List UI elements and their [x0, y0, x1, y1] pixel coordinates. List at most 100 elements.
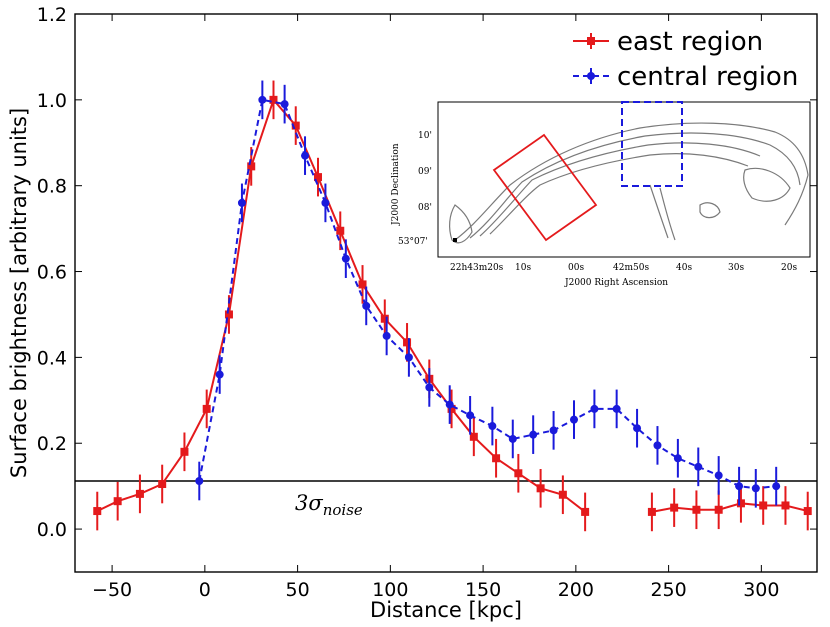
data-point — [714, 471, 723, 480]
inset-xtick-1: 10s — [515, 263, 531, 273]
data-point — [469, 432, 478, 441]
data-point — [673, 454, 682, 463]
series-central — [195, 80, 781, 508]
x-tick-label: −50 — [92, 579, 132, 601]
data-point — [93, 507, 102, 516]
data-point — [466, 411, 475, 420]
x-tick-label: 100 — [372, 579, 408, 601]
data-point — [508, 434, 517, 443]
data-point — [358, 280, 367, 289]
inset-ytick-10: 10' — [418, 131, 432, 141]
data-point — [321, 198, 330, 207]
data-point — [135, 489, 144, 498]
contour-blob-small — [699, 202, 721, 219]
data-point — [692, 505, 701, 514]
data-point — [258, 95, 267, 104]
data-point — [488, 422, 497, 431]
data-point — [403, 338, 412, 347]
inset-frame — [437, 101, 811, 258]
inset-ytick-08: 08' — [418, 203, 432, 213]
legend: east region central region — [573, 27, 798, 92]
contour-outer — [454, 122, 809, 241]
data-point — [280, 100, 289, 109]
x-tick-label: 250 — [650, 579, 686, 601]
data-point — [224, 310, 233, 319]
inset-east-region-box — [492, 133, 598, 242]
x-tick-label: 150 — [465, 579, 501, 601]
inset-beam-marker — [453, 238, 457, 242]
data-point — [247, 162, 256, 171]
data-point — [569, 415, 578, 424]
inset-ylabel: J2000 Declination — [391, 143, 401, 226]
data-point — [341, 254, 350, 263]
data-point — [492, 454, 501, 463]
data-point — [202, 404, 211, 413]
y-tick-label: 0.4 — [37, 347, 67, 369]
data-point — [291, 121, 300, 130]
data-point — [404, 353, 413, 362]
data-point — [425, 383, 434, 392]
data-point — [694, 462, 703, 471]
x-axis-label: Distance [kpc] — [370, 598, 522, 622]
data-point — [714, 505, 723, 514]
inset-radio-map: 10' 09' 08' 53°07' J2000 Declination 22h… — [391, 101, 811, 288]
data-point — [612, 404, 621, 413]
legend-central-marker — [587, 72, 595, 80]
x-tick-label: 50 — [286, 579, 310, 601]
inset-ytick-09: 09' — [418, 167, 432, 177]
data-point — [447, 404, 456, 413]
data-point — [536, 484, 545, 493]
data-point — [590, 404, 599, 413]
inset-xtick-6: 20s — [781, 263, 797, 273]
contour-lobe — [449, 204, 473, 244]
inset-central-region-box — [621, 101, 683, 187]
x-tick-label: 300 — [743, 579, 779, 601]
y-tick-label: 0.8 — [37, 176, 67, 198]
data-point — [382, 331, 391, 340]
data-point — [772, 482, 781, 491]
inset-xlabel: J2000 Right Ascension — [564, 278, 668, 288]
data-point — [362, 301, 371, 310]
data-point — [514, 469, 523, 478]
data-point — [237, 198, 246, 207]
data-point — [736, 499, 745, 508]
y-tick-label: 0.6 — [37, 262, 67, 284]
inset-xtick-2: 00s — [568, 263, 584, 273]
data-point — [301, 151, 310, 160]
data-point — [336, 226, 345, 235]
data-point — [647, 507, 656, 516]
data-point — [314, 173, 323, 182]
y-tick-label: 0.2 — [37, 433, 67, 455]
legend-central-label: central region — [617, 62, 798, 92]
contour-inner — [479, 142, 761, 237]
data-point — [529, 430, 538, 439]
inset-xtick-4: 40s — [676, 263, 692, 273]
plot-frame — [74, 13, 818, 573]
y-tick-label: 1.2 — [37, 4, 67, 26]
data-point — [158, 480, 167, 489]
inset-xtick-3: 42m50s — [613, 263, 649, 273]
x-tick-label: 0 — [199, 579, 211, 601]
legend-east-label: east region — [617, 27, 763, 57]
axis-ticks: −50 0 50 100 150 200 250 300 0.0 0.2 0.4 0.6 0.8 1.0 1… — [37, 4, 817, 601]
data-point — [781, 501, 790, 510]
data-point — [215, 370, 224, 379]
data-point — [558, 490, 567, 499]
data-point — [633, 424, 642, 433]
x-tick-label: 200 — [558, 579, 594, 601]
data-point — [751, 484, 760, 493]
data-point — [803, 507, 812, 516]
data-point — [759, 501, 768, 510]
data-point — [195, 477, 204, 486]
y-axis-label: Surface brightness [arbitrary units] — [7, 108, 31, 478]
y-tick-label: 0.0 — [37, 519, 67, 541]
data-point — [581, 507, 590, 516]
series-east — [93, 80, 812, 532]
data-point — [380, 314, 389, 323]
data-point — [549, 426, 558, 435]
data-point — [445, 400, 454, 409]
data-point — [269, 95, 278, 104]
data-point — [653, 441, 662, 450]
data-point — [735, 482, 744, 491]
